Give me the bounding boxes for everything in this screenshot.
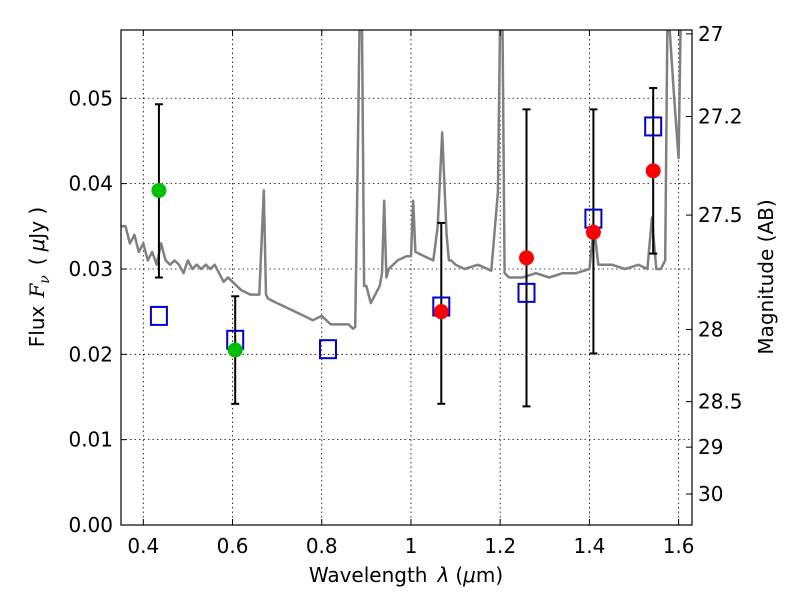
y2-tick-label: 27.2 [698,104,743,128]
y-tick-label: 0.03 [68,257,113,281]
y-tick-label: 0.01 [68,428,113,452]
plot-frame [120,29,693,526]
observed-points [151,163,661,358]
y-axis-label: FluxFν(μJy ) [25,207,53,347]
y2-tick-label: 27.5 [698,203,743,227]
y-tick-label: 0.05 [68,86,113,110]
x-tick-label: 0.4 [127,534,159,558]
x-tick-label: 1.2 [484,534,516,558]
observed-data-point [151,182,167,198]
y2-tick-label: 28.5 [698,390,743,414]
x-tick-label: 1.4 [573,534,605,558]
y2-tick-label: 29 [698,435,723,459]
y2-axis-label: Magnitude (AB) [754,199,778,354]
observed-data-point [585,224,601,240]
model-square-marker [149,305,168,326]
y2-tick-label: 30 [698,482,723,506]
observed-data-point [645,163,661,179]
y-tick-label: 0.00 [68,513,113,537]
x-tick-label: 1.6 [663,534,695,558]
model-square-marker [644,116,663,137]
x-tick-label: 0.8 [306,534,338,558]
y2-tick-label: 28 [698,317,723,341]
x-tick-label: 0.6 [217,534,249,558]
model-square-marker [517,282,536,303]
observed-data-point [433,304,449,320]
x-tick-label: 1 [405,534,418,558]
model-square-marker [318,339,337,360]
y2-tick-label: 27 [698,22,723,46]
observed-data-point [518,250,534,266]
axis-ticks: 0.4 0.6 0.8 1 1.2 1.4 1.6 0.00 0.01 0.02 0.03 0.04 0… [68,22,742,558]
x-axis-label: Wavelength λ (μm) [309,563,503,587]
y-tick-label: 0.04 [68,172,113,196]
observed-data-point [227,342,243,358]
y-tick-label: 0.02 [68,342,113,366]
